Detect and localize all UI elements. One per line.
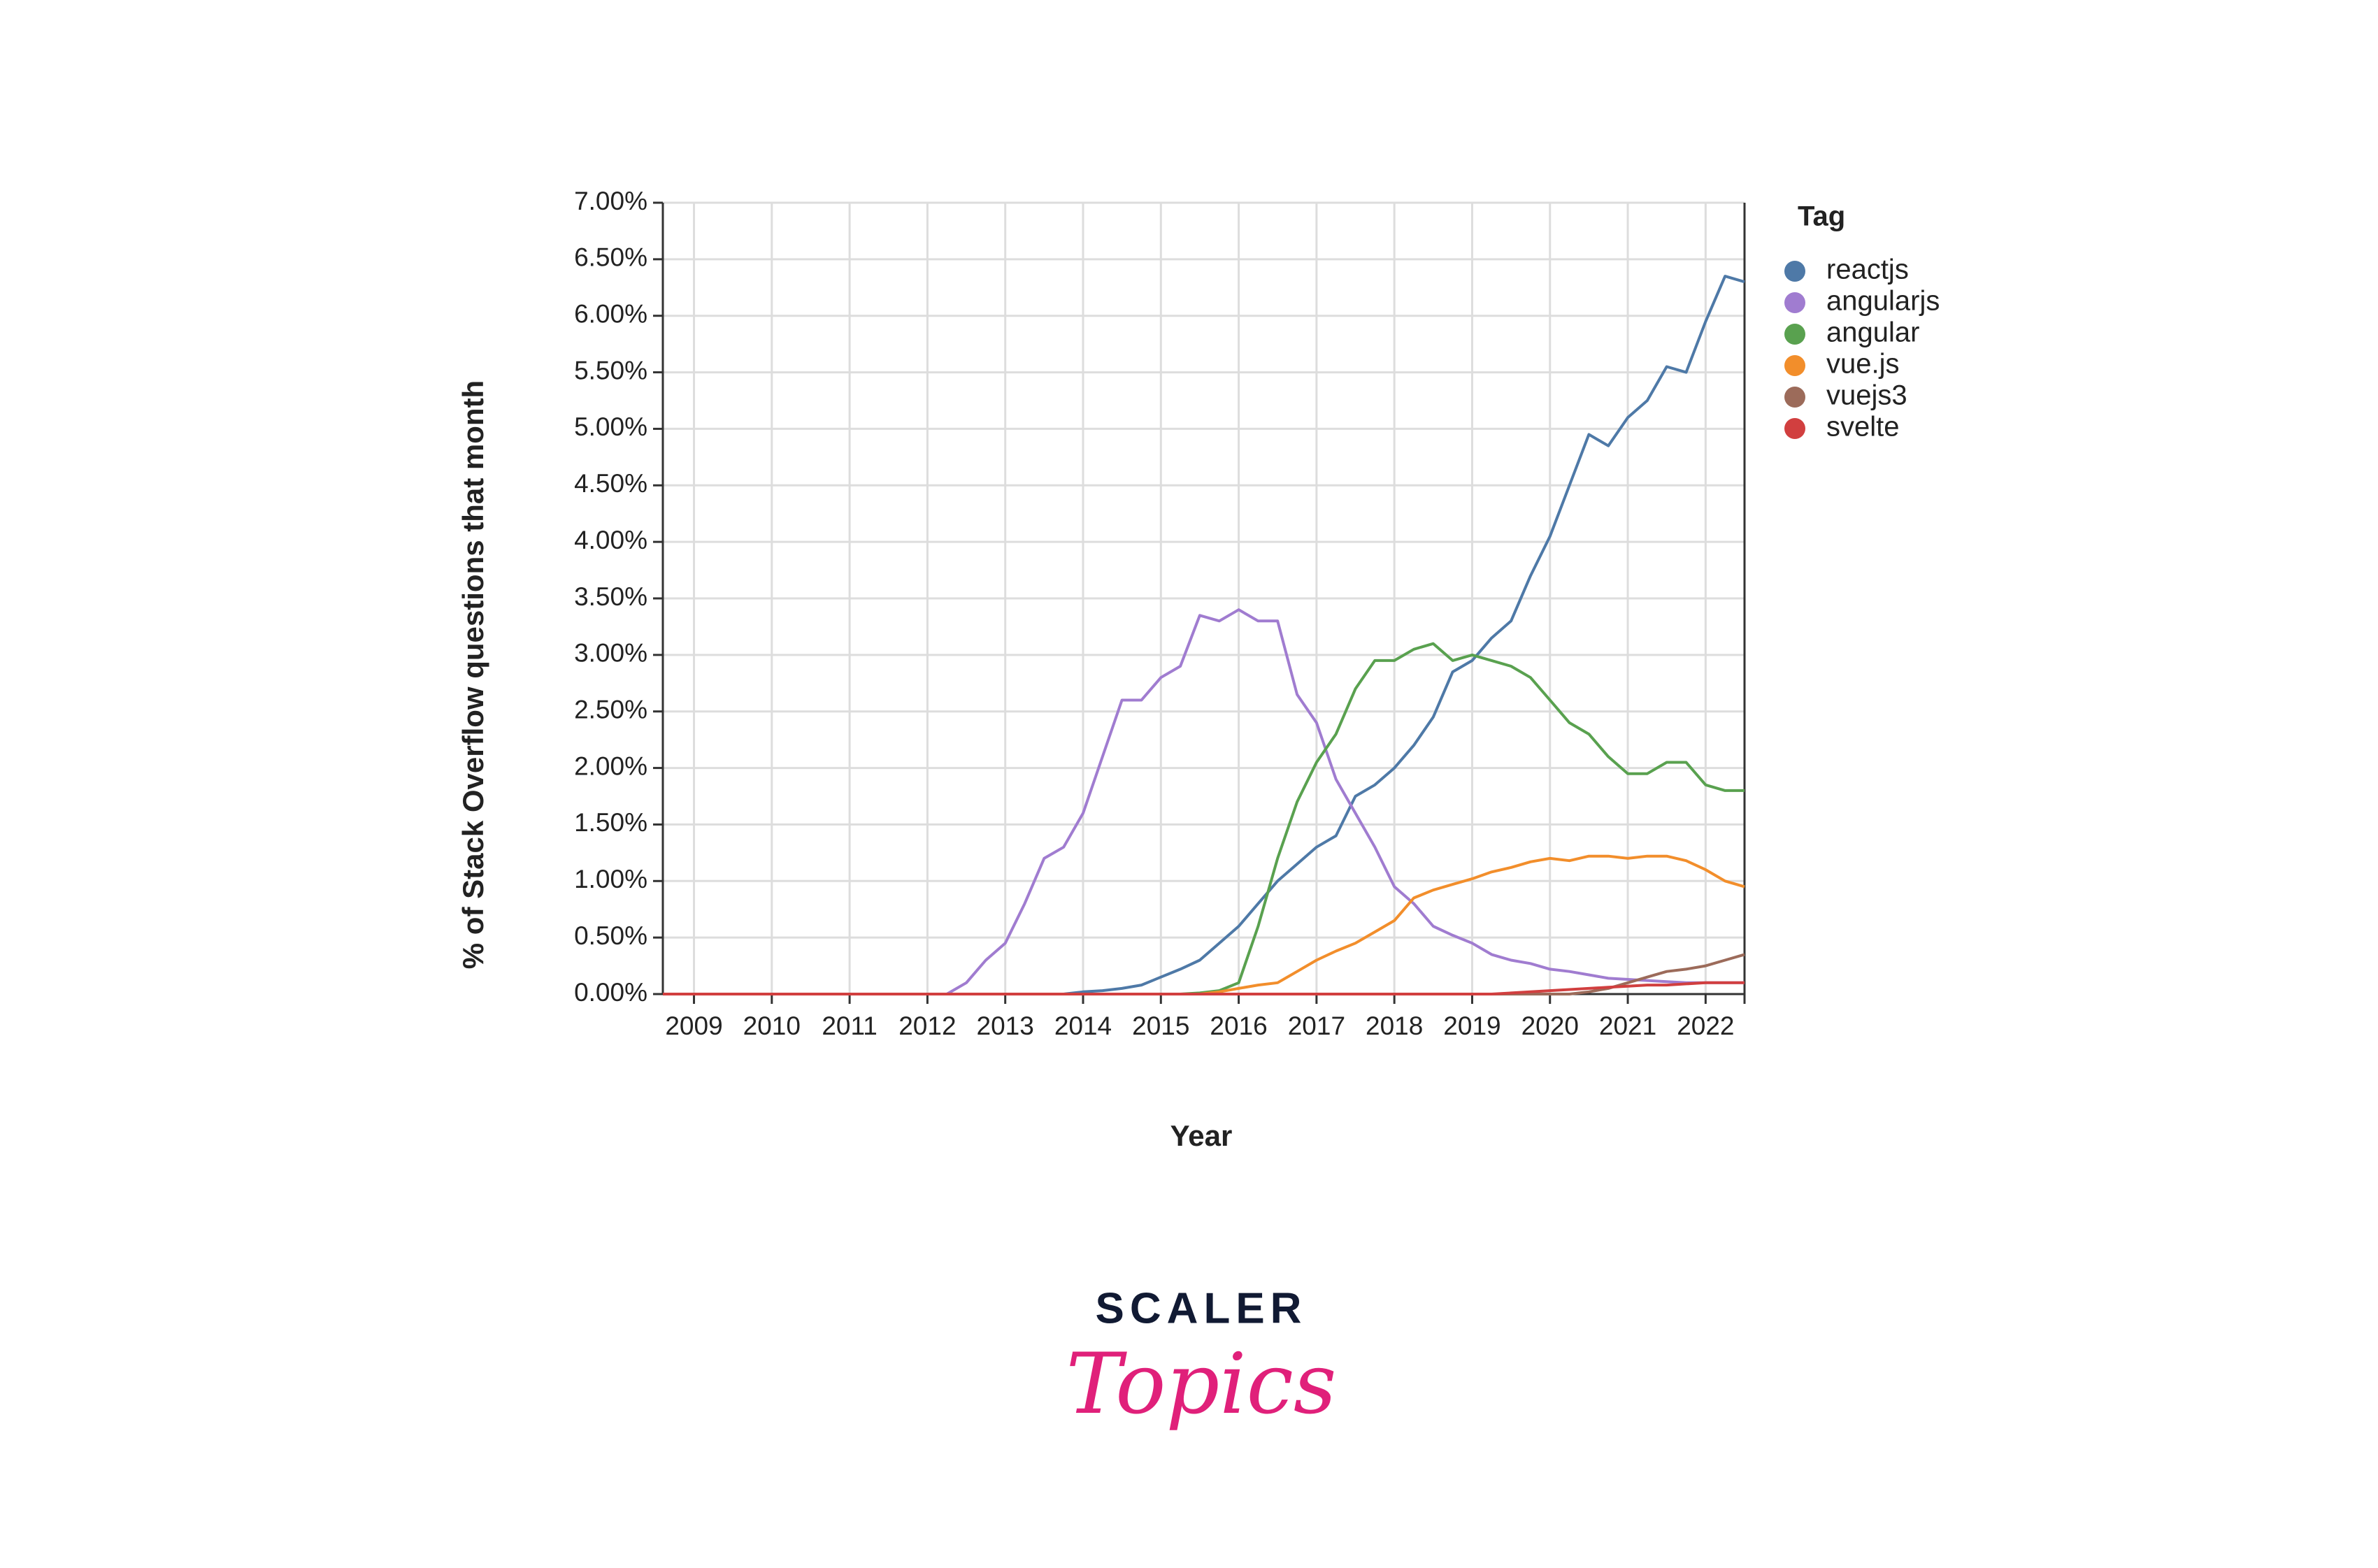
y-tick-label: 5.50%	[574, 356, 647, 384]
series-line	[663, 275, 1745, 995]
y-tick-label: 4.00%	[574, 526, 647, 554]
legend-label: angularjs	[1826, 286, 1940, 317]
y-tick-label: 0.50%	[574, 921, 647, 950]
y-tick-label: 6.50%	[574, 243, 647, 272]
y-tick-label: 6.00%	[574, 299, 647, 328]
legend-swatch	[1784, 261, 1805, 282]
legend-swatch	[1784, 292, 1805, 313]
legend-label: svelte	[1826, 412, 1900, 443]
x-tick-label: 2021	[1599, 1012, 1656, 1040]
y-tick-label: 1.00%	[574, 865, 647, 893]
logo-tagline: Topics	[1066, 1336, 1337, 1433]
legend-label: vue.js	[1826, 349, 1900, 380]
x-tick-label: 2018	[1366, 1012, 1423, 1040]
x-tick-label: 2016	[1210, 1012, 1267, 1040]
y-tick-label: 3.50%	[574, 582, 647, 611]
y-tick-label: 5.00%	[574, 412, 647, 441]
legend-label: reactjs	[1826, 254, 1909, 285]
y-tick-label: 2.00%	[574, 751, 647, 780]
x-axis-title: Year	[1170, 1119, 1233, 1152]
x-tick-label: 2011	[822, 1012, 878, 1040]
y-tick-label: 2.50%	[574, 695, 647, 724]
x-tick-label: 2010	[743, 1012, 801, 1040]
x-tick-label: 2014	[1054, 1012, 1112, 1040]
legend-swatch	[1784, 355, 1805, 376]
x-tick-label: 2017	[1288, 1012, 1345, 1040]
x-tick-label: 2022	[1677, 1012, 1734, 1040]
legend-swatch	[1784, 387, 1805, 408]
x-tick-label: 2015	[1132, 1012, 1189, 1040]
legend-label: vuejs3	[1826, 380, 1907, 411]
y-tick-label: 1.50%	[574, 808, 647, 837]
legend-swatch	[1784, 324, 1805, 345]
legend-swatch	[1784, 418, 1805, 439]
x-tick-label: 2012	[898, 1012, 956, 1040]
series-line	[663, 608, 1745, 995]
y-tick-label: 4.50%	[574, 469, 647, 498]
x-tick-label: 2009	[665, 1012, 722, 1040]
x-tick-label: 2020	[1521, 1012, 1579, 1040]
y-tick-label: 3.00%	[574, 639, 647, 668]
y-tick-label: 0.00%	[574, 978, 647, 1007]
legend-title: Tag	[1798, 201, 1845, 232]
series-line	[663, 642, 1745, 995]
legend-label: angular	[1826, 317, 1919, 348]
series-line	[663, 981, 1745, 995]
logo-name: SCALER	[1096, 1284, 1308, 1332]
y-axis-title: % of Stack Overflow questions that month	[457, 380, 489, 969]
y-tick-label: 7.00%	[574, 187, 647, 215]
x-tick-label: 2019	[1443, 1012, 1500, 1040]
x-tick-label: 2013	[977, 1012, 1034, 1040]
